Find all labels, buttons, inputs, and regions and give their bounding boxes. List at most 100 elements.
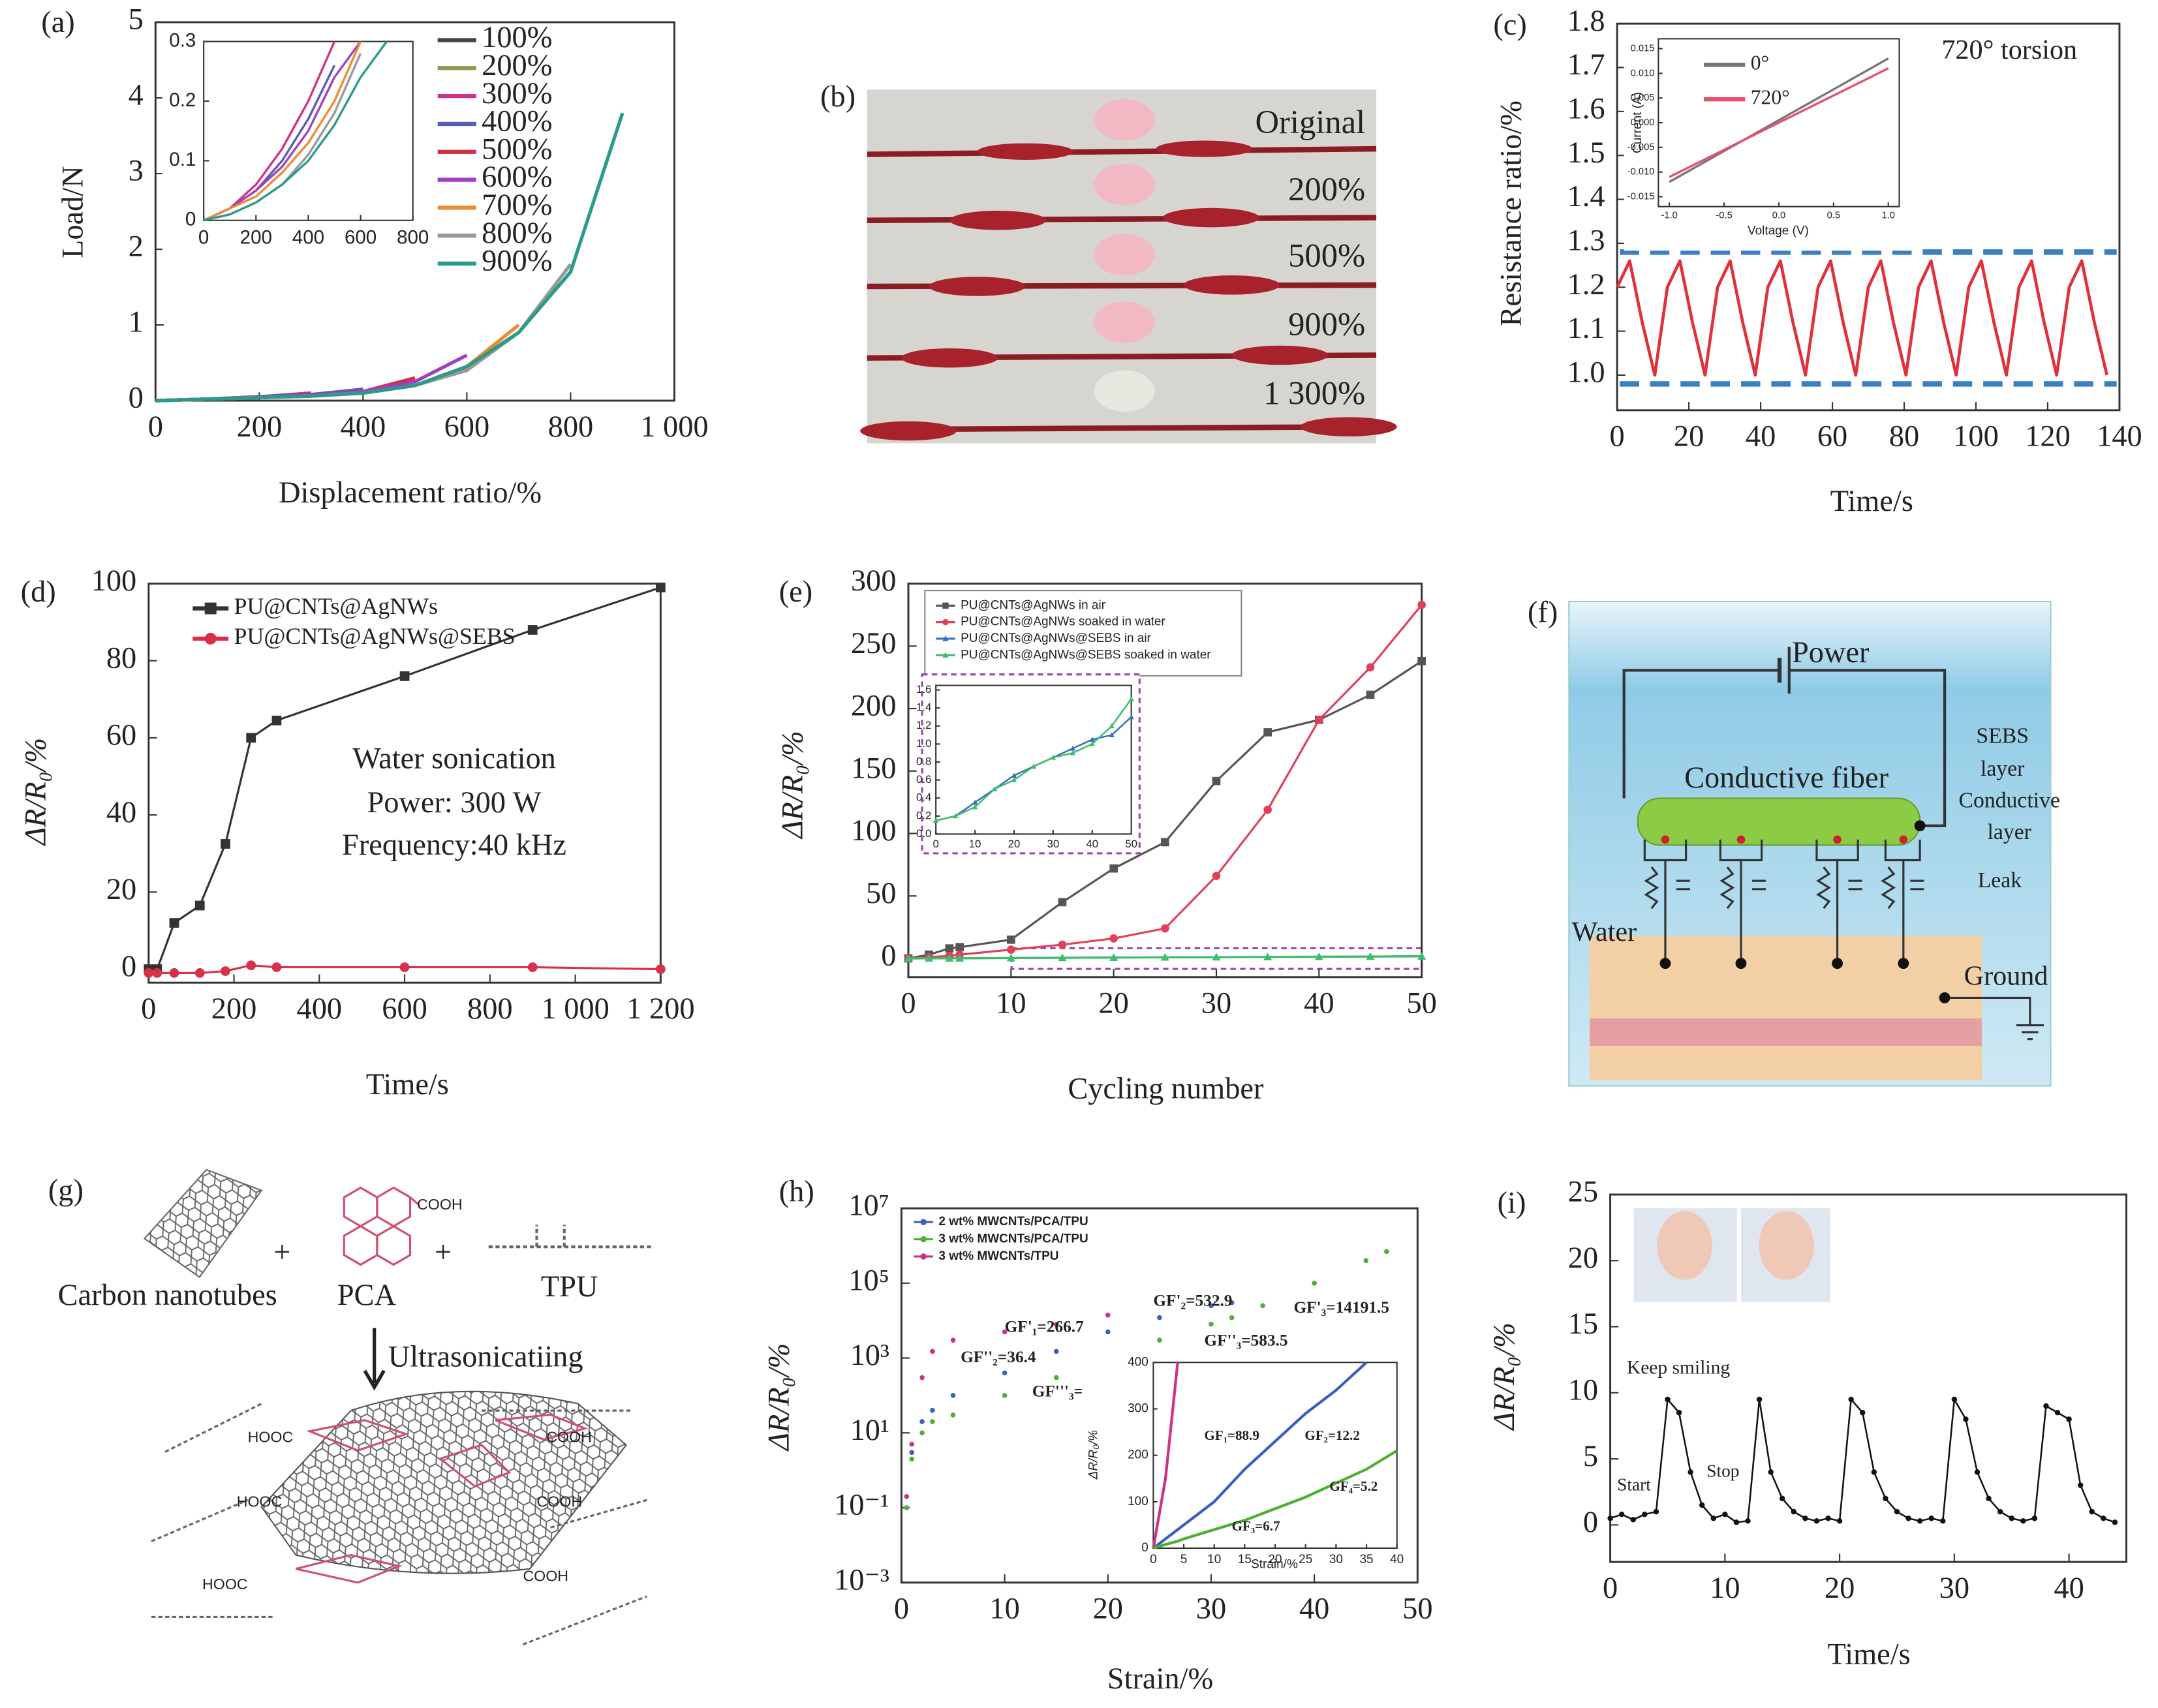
- x-tick-label: 30: [1939, 1572, 1969, 1605]
- fiber: [1637, 797, 1921, 846]
- data-point: [204, 632, 217, 645]
- y-tick-label: 250: [851, 627, 897, 660]
- plus: +: [273, 1236, 290, 1269]
- y-tick-label: 0: [185, 209, 196, 230]
- data-point: [194, 900, 205, 911]
- y-tick-label: 150: [851, 752, 897, 785]
- x-tick-label: 100: [1953, 420, 1999, 453]
- data-point: [1006, 954, 1015, 962]
- legend-label: 400%: [482, 105, 552, 138]
- x-tick-label: 800: [467, 992, 513, 1026]
- data-point: [1058, 953, 1067, 962]
- y-tick-label: 2: [129, 230, 144, 264]
- face-photos: [1633, 1208, 1831, 1302]
- data-point: [2089, 1508, 2095, 1515]
- skin: [1589, 936, 1982, 1080]
- y-tick-label: 20: [106, 873, 136, 906]
- x-tick-label: 200: [211, 992, 257, 1026]
- data-point: [1791, 1508, 1797, 1515]
- data-point: [1642, 1511, 1648, 1517]
- y-tick-label: 0.2: [916, 809, 931, 821]
- annotation: Water sonication: [352, 742, 556, 775]
- data-point: [1768, 1469, 1774, 1475]
- data-point: [1665, 1396, 1671, 1403]
- y-tick-label: 100: [851, 814, 897, 847]
- y-axis-label: Resistance ratio/%: [1495, 100, 1528, 326]
- data-point: [1260, 1303, 1265, 1309]
- y-tick-label: 10³: [850, 1339, 889, 1372]
- legend-label: 3 wt% MWCNTs/PCA/TPU: [938, 1232, 1088, 1246]
- data-point: [904, 954, 913, 962]
- series-line: [1152, 1361, 1368, 1549]
- skin-layer: [1589, 1018, 1982, 1046]
- data-point: [1630, 1517, 1636, 1523]
- data-point: [920, 1236, 927, 1243]
- diagram-panel: (f) Power Conductive fiber SEBS layer Co…: [1528, 596, 2060, 1087]
- x-tick-label: 10: [996, 986, 1026, 1020]
- data-point: [1986, 1495, 1992, 1502]
- annotation: 720° torsion: [1941, 35, 2077, 65]
- data-point: [152, 968, 162, 978]
- x-tick-label: 10: [969, 838, 981, 850]
- data-point: [2077, 1482, 2084, 1488]
- y-tick-label: 1.4: [1567, 180, 1605, 213]
- legend-label: 100%: [482, 21, 552, 54]
- y-tick-label: 0.3: [169, 29, 196, 51]
- data-point: [1209, 1303, 1214, 1309]
- data-point: [1002, 1370, 1008, 1376]
- data-point: [1366, 663, 1375, 672]
- data-point: [1848, 1396, 1854, 1403]
- x-tick-label: 20: [1093, 1592, 1123, 1625]
- legend-label: 800%: [482, 217, 552, 250]
- data-point: [1366, 690, 1375, 699]
- data-point: [1089, 741, 1095, 746]
- y-tick-label: 300: [851, 564, 897, 598]
- data-point: [942, 602, 949, 609]
- y-tick-label: 400: [1128, 1355, 1148, 1369]
- data-point: [933, 817, 939, 823]
- legend-label: 2 wt% MWCNTs/PCA/TPU: [938, 1215, 1088, 1228]
- scheme-panel: (g) COOH + + Carbon nanotubes PCA TPU Ul…: [48, 1168, 654, 1646]
- sebs-label: SEBS: [1976, 724, 2029, 748]
- y-tick-label: 0.2: [169, 89, 196, 111]
- data-point: [1653, 1508, 1659, 1515]
- data-point: [655, 583, 666, 592]
- annotation: Frequency:40 kHz: [342, 829, 566, 862]
- x-tick-label: 1.0: [1881, 211, 1895, 221]
- data-point: [1011, 777, 1017, 782]
- legend-label: 720°: [1751, 85, 1790, 108]
- plus: +: [435, 1236, 452, 1269]
- nanotube: [143, 1168, 263, 1278]
- legend-label: 500%: [482, 132, 552, 166]
- data-point: [919, 1419, 925, 1424]
- plot-frame: [907, 583, 1423, 979]
- x-tick-label: 30: [1047, 838, 1059, 850]
- data-point: [1366, 952, 1375, 960]
- x-tick-label: 0: [1603, 1572, 1618, 1605]
- data-point: [1607, 1516, 1613, 1521]
- series-line: [155, 112, 624, 403]
- data-point: [1263, 953, 1272, 960]
- x-tick-label: 15: [1238, 1553, 1252, 1566]
- data-point: [1209, 1321, 1214, 1327]
- data-point: [1053, 1321, 1059, 1327]
- y-axis-label: ΔR/R₀/%: [20, 738, 53, 846]
- data-point: [1974, 1469, 1981, 1475]
- data-point: [1733, 1519, 1740, 1525]
- data-point: [1011, 772, 1017, 778]
- data-point: [2101, 1516, 2106, 1521]
- fiber-label: Conductive fiber: [1684, 761, 1888, 795]
- annotation: GF''₃=583.5: [1204, 1331, 1287, 1349]
- x-tick-label: 10: [1207, 1553, 1221, 1566]
- legend-label: PU@CNTs@AgNWs@SEBS in air: [961, 632, 1151, 645]
- y-axis-label: ΔR/R₀/%: [1087, 1430, 1101, 1480]
- data-point: [1050, 754, 1056, 760]
- y-tick-label: 1.6: [916, 683, 931, 695]
- data-point: [991, 786, 998, 791]
- leds: [1094, 99, 1155, 412]
- annotation: GF₁=88.9: [1204, 1427, 1259, 1443]
- reactant-label: Carbon nanotubes: [58, 1279, 277, 1312]
- data-point: [972, 799, 978, 805]
- data-point: [1417, 600, 1426, 609]
- plot-frame: [1609, 1193, 2127, 1563]
